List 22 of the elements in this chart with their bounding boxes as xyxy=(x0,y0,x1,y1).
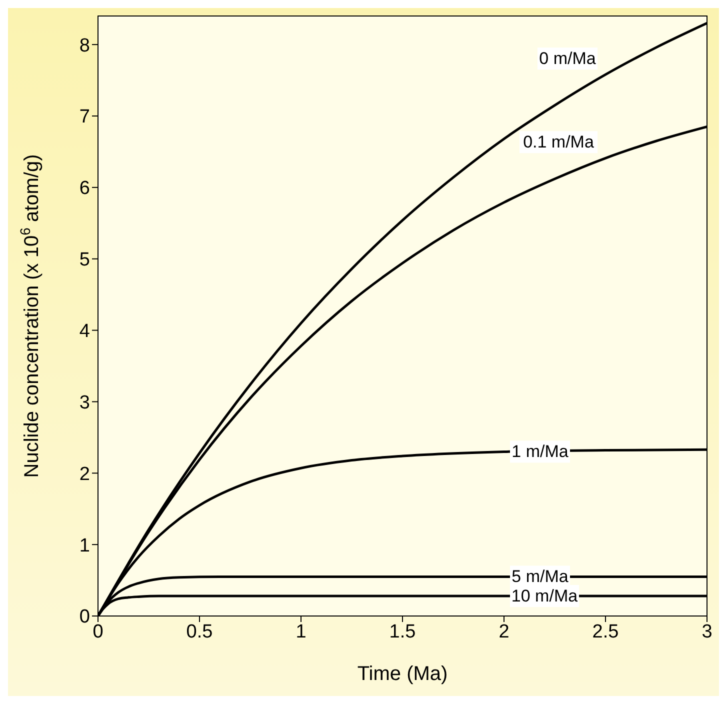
y-tick-label: 8 xyxy=(79,35,90,56)
series-label: 0 m/Ma xyxy=(539,49,596,68)
y-tick-label: 3 xyxy=(79,392,90,414)
x-tick-label: 3 xyxy=(702,621,712,642)
y-tick-label: 5 xyxy=(79,250,90,271)
y-tick-label: 4 xyxy=(79,321,90,342)
x-tick-label: 1.5 xyxy=(389,621,416,642)
x-tick-label: 0.5 xyxy=(186,621,213,642)
x-axis-title: Time (Ma) xyxy=(357,663,448,685)
series-label: 5 m/Ma xyxy=(512,567,569,586)
series-label: 10 m/Ma xyxy=(511,586,578,606)
y-tick-label: 0 xyxy=(79,606,90,628)
y-tick-label: 1 xyxy=(79,535,90,556)
x-tick-label: 2 xyxy=(498,621,510,642)
y-tick-label: 7 xyxy=(79,106,90,128)
series-label: 0.1 m/Ma xyxy=(523,132,594,152)
series-label: 1 m/Ma xyxy=(512,442,569,462)
y-tick-label: 6 xyxy=(79,178,90,200)
y-tick-label: 2 xyxy=(79,464,90,485)
x-tick-label: 0 xyxy=(92,621,104,642)
x-tick-label: 1 xyxy=(296,621,306,642)
x-tick-label: 2.5 xyxy=(592,621,619,642)
